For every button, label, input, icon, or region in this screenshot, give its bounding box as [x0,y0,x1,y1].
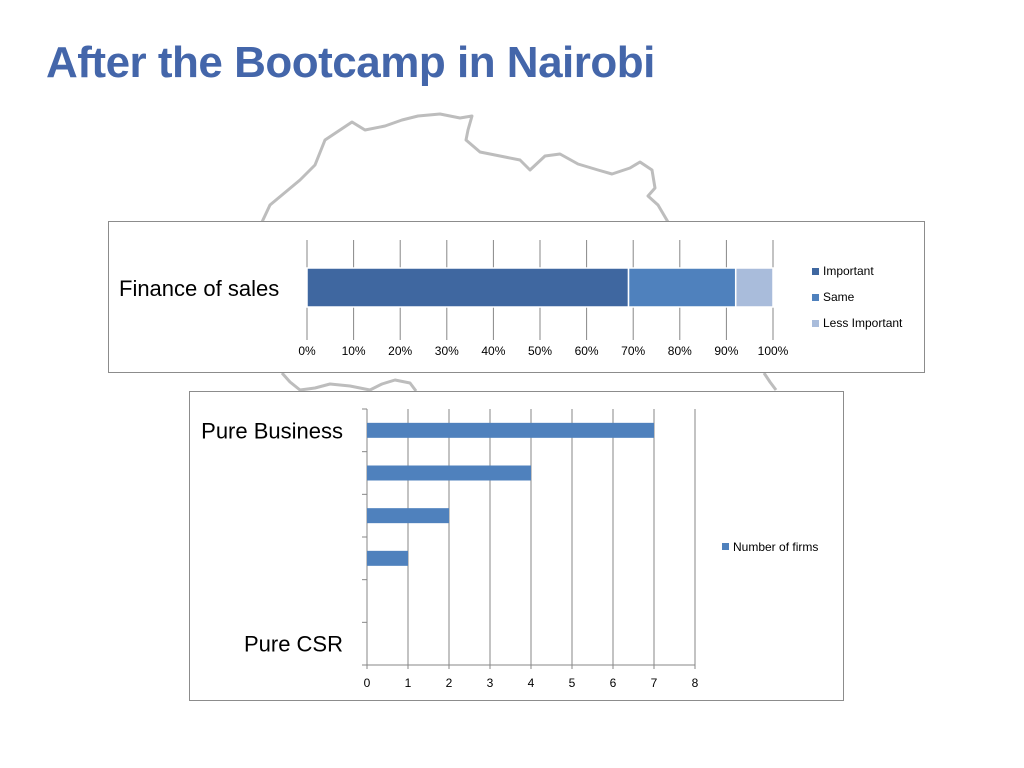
chart1-x-tick-label: 60% [575,344,599,358]
chart2-bar [367,422,654,438]
chart2-category-labels: Pure Business Pure CSR [201,418,343,656]
chart2-bars [367,422,654,566]
chart1-legend-swatch [812,268,819,275]
chart2-x-tick-label: 2 [446,676,453,690]
chart1-svg: 0% 10% 20% 30% 40% 50% 60% 70% 80% 90% 100% Financ… [119,240,903,358]
chart1-legend-swatch [812,294,819,301]
chart1-bar-important [306,267,630,308]
chart2-x-tick-label: 0 [364,676,371,690]
chart2-category-label: Pure CSR [244,632,343,657]
chart1-category-label: Finance of sales [119,276,279,301]
chart2-x-tick-label: 7 [651,676,658,690]
chart1-legend-label: Important [823,264,874,278]
chart2-svg: 0 1 2 3 4 5 6 7 8 Pure Business Pure CSR Number o… [201,408,818,690]
chart2-tick-labels: 0 1 2 3 4 5 6 7 8 [364,676,699,690]
chart2-bar [367,508,449,524]
chart2-x-tick-label: 6 [610,676,617,690]
chart1-legend-label: Same [823,290,855,304]
chart1-bar-same [627,267,737,308]
chart1-x-tick-label: 0% [298,344,316,358]
chart2-legend-label: Number of firms [733,540,818,554]
number-of-firms-chart: 0 1 2 3 4 5 6 7 8 Pure Business Pure CSR Number o… [189,391,844,701]
chart1-x-tick-label: 10% [342,344,366,358]
chart2-x-tick-label: 8 [692,676,699,690]
chart1-legend: Important Same Less Important [812,264,903,330]
chart2-gridlines [362,408,696,669]
chart1-x-tick-label: 30% [435,344,459,358]
chart1-bar-less-important [734,267,774,308]
chart1-legend-label: Less Important [823,316,903,330]
chart2-category-label: Pure Business [201,418,343,443]
chart2-bar [367,550,408,566]
chart2-x-tick-label: 3 [487,676,494,690]
chart2-bar [367,465,531,481]
chart2-legend-swatch [722,543,729,550]
chart1-tick-labels: 0% 10% 20% 30% 40% 50% 60% 70% 80% 90% 100% [298,344,788,358]
chart2-x-tick-label: 5 [569,676,576,690]
chart1-x-tick-label: 40% [481,344,505,358]
chart1-x-tick-label: 70% [621,344,645,358]
chart2-x-tick-label: 1 [405,676,412,690]
chart1-legend-swatch [812,320,819,327]
chart2-x-tick-label: 4 [528,676,535,690]
chart1-x-tick-label: 90% [714,344,738,358]
chart1-x-tick-label: 20% [388,344,412,358]
slide-title: After the Bootcamp in Nairobi [46,38,655,87]
chart1-x-tick-label: 80% [668,344,692,358]
chart2-legend: Number of firms [722,540,818,554]
chart1-bars [306,267,774,308]
chart1-x-tick-label: 100% [758,344,789,358]
chart1-x-tick-label: 50% [528,344,552,358]
finance-of-sales-chart: 0% 10% 20% 30% 40% 50% 60% 70% 80% 90% 100% Financ… [108,221,925,373]
